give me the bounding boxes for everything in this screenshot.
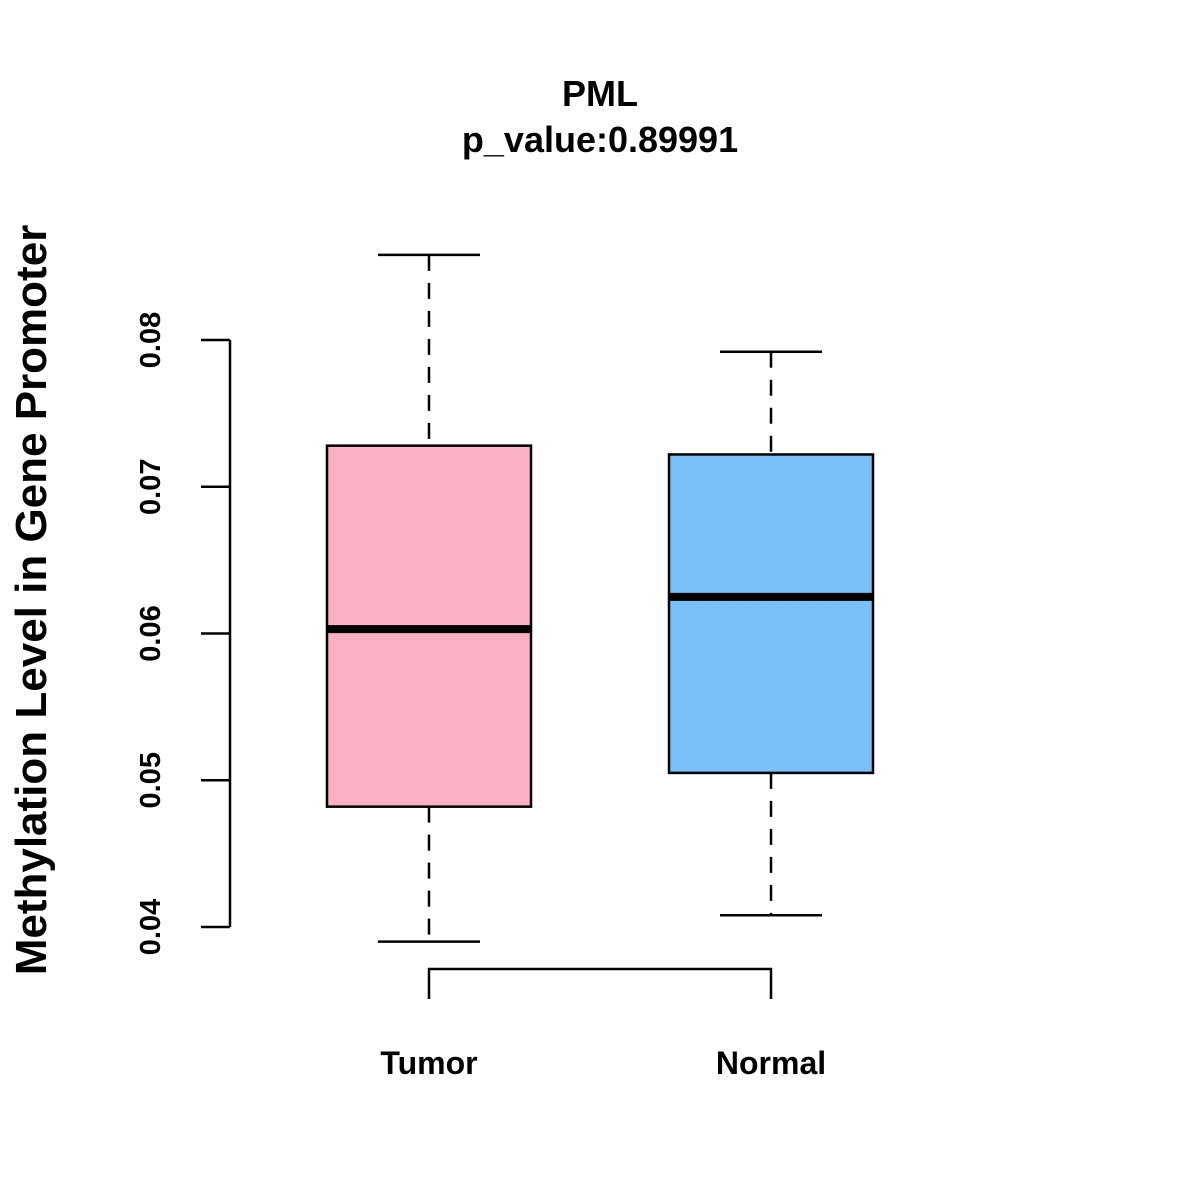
iqr-box — [667, 453, 875, 775]
y-tick-label: 0.05 — [135, 752, 167, 808]
y-tick-label: 0.07 — [135, 459, 167, 515]
x-category-labels: Tumor Normal — [380, 1045, 826, 1081]
y-axis-label: Methylation Level in Gene Promoter — [7, 225, 56, 976]
chart-subtitle: p_value:0.89991 — [462, 119, 738, 160]
box-group — [325, 253, 875, 943]
x-category-label: Normal — [716, 1045, 826, 1081]
y-tick-label: 0.08 — [135, 312, 167, 368]
y-axis: 0.04 0.05 0.06 0.07 0.08 — [135, 312, 232, 955]
box-tumor — [325, 253, 533, 943]
y-tick-label: 0.04 — [135, 899, 167, 955]
comparison-bracket — [427, 967, 773, 999]
x-category-label: Tumor — [380, 1045, 477, 1081]
chart-title: PML — [562, 73, 638, 114]
box-normal — [667, 350, 875, 917]
bracket-line — [427, 967, 773, 999]
y-tick-label: 0.06 — [135, 605, 167, 661]
